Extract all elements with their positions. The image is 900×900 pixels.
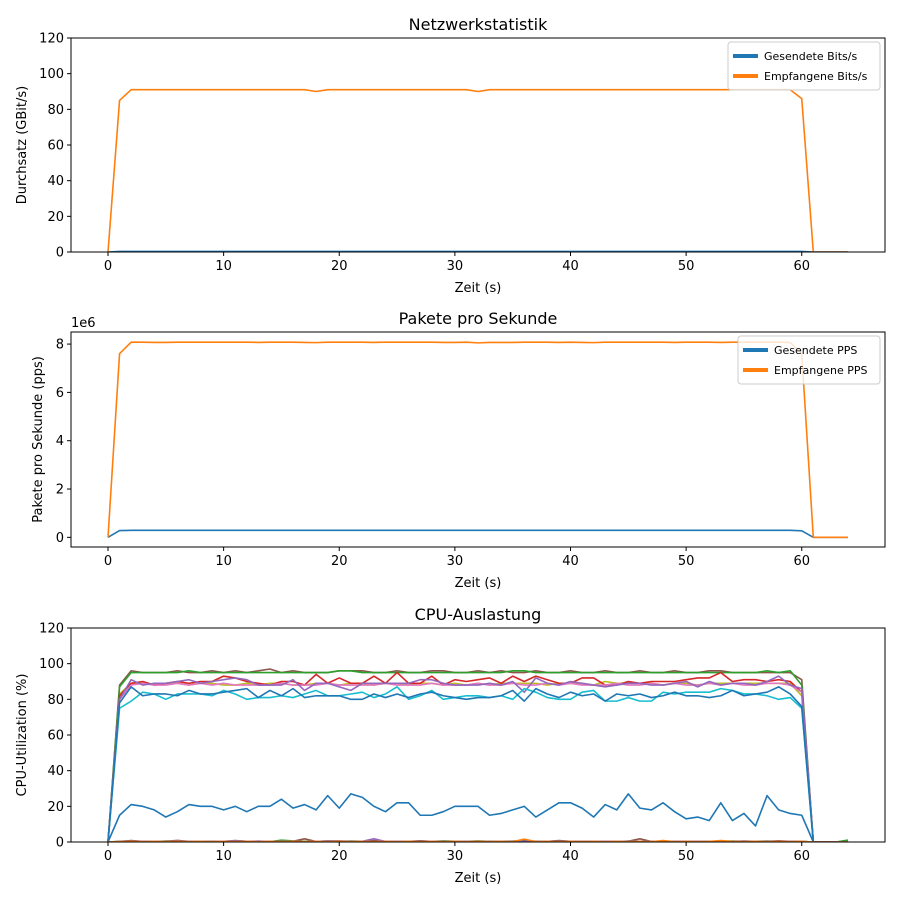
chart-3-series-8-line — [107, 686, 848, 842]
chart-3-ytick-label-4: 80 — [47, 693, 64, 708]
chart-1-ytick-label-2: 40 — [47, 174, 64, 189]
chart-3-xtick-label-1: 10 — [215, 849, 232, 864]
chart-1-title: Netzwerkstatistik — [409, 15, 548, 34]
chart-3-xtick-label-6: 60 — [793, 849, 810, 864]
chart-1-xtick-label-1: 10 — [215, 259, 232, 274]
chart-2-xtick-label-5: 50 — [678, 554, 695, 569]
chart-2-legend: Gesendete PPS Empfangene PPS — [737, 335, 881, 385]
chart-3-xtick-label-3: 30 — [447, 849, 464, 864]
chart-2-ytick-label-0: 0 — [56, 531, 64, 546]
chart-1-legend: Gesendete Bits/s Empfangene Bits/s — [727, 41, 881, 91]
chart-1-xtick-label-6: 60 — [793, 259, 810, 274]
chart-1-series-group — [107, 88, 848, 252]
chart-1-ylabel: Durchsatz (GBit/s) — [15, 86, 30, 205]
chart-2-frame — [70, 331, 886, 548]
chart-3: CPU-Auslastung 0 10 20 30 40 50 60 0 20 40 60 80 100 1… — [15, 605, 886, 886]
chart-1-legend-box — [727, 41, 881, 91]
chart-3-ylabel: CPU-Utilization (%) — [15, 674, 30, 797]
chart-3-series-9-line — [107, 793, 848, 842]
chart-3-ytick-label-3: 60 — [47, 729, 64, 744]
chart-1-ytick-label-4: 80 — [47, 103, 64, 118]
chart-1-xtick-label-4: 40 — [562, 259, 579, 274]
chart-1-ytick-label-6: 120 — [39, 32, 64, 47]
chart-1-ytick-label-3: 60 — [47, 139, 64, 154]
chart-1-xlabel: Zeit (s) — [455, 281, 502, 296]
chart-3-ytick-label-6: 120 — [39, 622, 64, 637]
chart-2-xtick-label-0: 0 — [104, 554, 112, 569]
chart-2-legend-label-1: Gesendete PPS — [774, 344, 857, 357]
chart-2-ylabel: Pakete pro Sekunde (pps) — [31, 356, 46, 523]
chart-1-legend-label-2: Empfangene Bits/s — [764, 70, 868, 83]
chart-2-xtick-label-1: 10 — [215, 554, 232, 569]
chart-2-legend-box — [737, 335, 881, 385]
chart-3-xtick-label-5: 50 — [678, 849, 695, 864]
chart-1-xtick-label-3: 30 — [447, 259, 464, 274]
chart-1: Netzwerkstatistik 0 10 20 30 40 50 60 0 20 40 60 80 1… — [15, 15, 886, 296]
chart-3-series-7-line — [107, 686, 848, 842]
chart-1-series-1-line — [107, 250, 848, 252]
chart-2-xlabel: Zeit (s) — [455, 576, 502, 591]
chart-1-ytick-label-0: 0 — [56, 246, 64, 261]
chart-3-ytick-label-0: 0 — [56, 836, 64, 851]
chart-2-xtick-label-3: 30 — [447, 554, 464, 569]
chart-2-ytick-label-1: 2 — [56, 483, 64, 498]
chart-2-offset-text: 1e6 — [71, 316, 96, 331]
chart-2-series-group — [107, 341, 848, 539]
chart-2-ytick-label-4: 8 — [56, 338, 64, 353]
chart-2-series-1-line — [107, 529, 848, 539]
chart-1-series-2-line — [107, 88, 848, 252]
chart-3-xtick-label-0: 0 — [104, 849, 112, 864]
chart-3-xlabel: Zeit (s) — [455, 871, 502, 886]
chart-3-ytick-label-2: 40 — [47, 764, 64, 779]
chart-3-ytick-label-1: 20 — [47, 800, 64, 815]
chart-3-series-2-line — [107, 668, 848, 842]
chart-3-series-6-line — [107, 675, 848, 842]
chart-3-series-3-line — [107, 669, 849, 842]
chart-1-ytick-label-1: 20 — [47, 210, 64, 225]
chart-2-xtick-label-6: 60 — [793, 554, 810, 569]
chart-1-xtick-label-5: 50 — [678, 259, 695, 274]
chart-3-series-group — [107, 668, 849, 842]
chart-2-legend-label-2: Empfangene PPS — [774, 364, 867, 377]
chart-2-series-2-line — [107, 341, 848, 539]
chart-3-ytick-label-5: 100 — [39, 657, 64, 672]
chart-2-title: Pakete pro Sekunde — [399, 309, 558, 328]
chart-1-ytick-label-5: 100 — [39, 67, 64, 82]
chart-2-ytick-label-3: 6 — [56, 386, 64, 401]
chart-1-xtick-label-0: 0 — [104, 259, 112, 274]
chart-3-series-4-line — [107, 671, 848, 842]
chart-3-title: CPU-Auslastung — [415, 605, 542, 624]
chart-3-xtick-label-4: 40 — [562, 849, 579, 864]
chart-1-xtick-label-2: 20 — [331, 259, 348, 274]
chart-2-ytick-label-2: 4 — [56, 434, 64, 449]
chart-3-xtick-label-2: 20 — [331, 849, 348, 864]
chart-2-xtick-label-4: 40 — [562, 554, 579, 569]
chart-1-legend-label-1: Gesendete Bits/s — [764, 50, 857, 63]
chart-2-xtick-label-2: 20 — [331, 554, 348, 569]
chart-2: Pakete pro Sekunde 0 10 20 30 40 50 60 0 2 4 6 8 1e6 Z… — [31, 309, 886, 591]
